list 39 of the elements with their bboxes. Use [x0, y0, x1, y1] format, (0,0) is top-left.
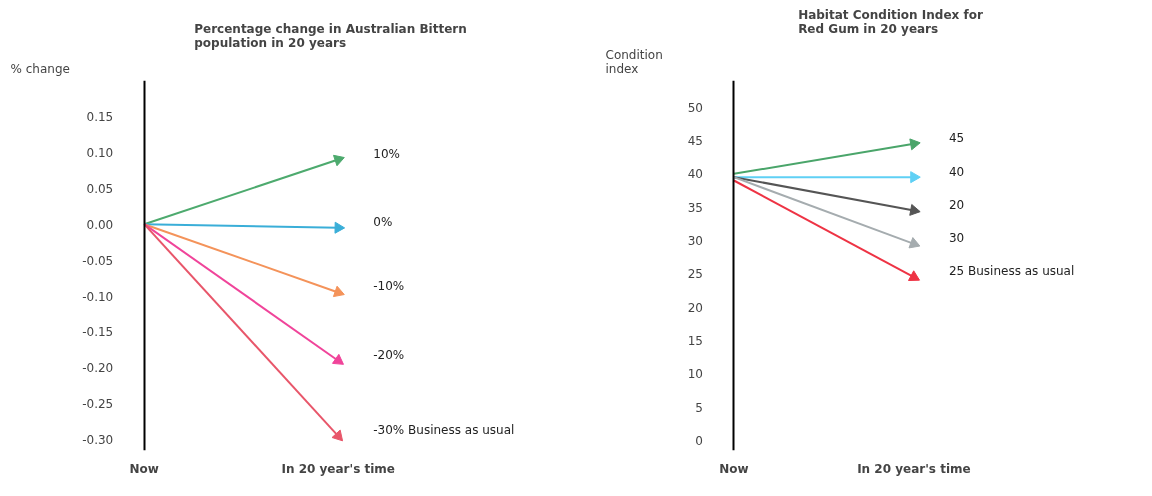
y-tick-label: 0.15 [86, 109, 114, 124]
y-tick-label: -0.05 [82, 253, 114, 268]
y-tick-label: 10 [687, 367, 703, 382]
y-tick-label: 30 [687, 234, 703, 248]
text: -20% [373, 347, 405, 362]
text: 10% [373, 146, 400, 161]
y-tick-label: -0.20 [82, 361, 114, 376]
y-tick-label: 25 [687, 267, 703, 282]
y-tick-label: 0 [695, 434, 703, 448]
y-tick-label: 0.05 [86, 181, 114, 196]
text: 30 [948, 231, 965, 246]
x-tick-label: Now [719, 461, 749, 476]
chart-title: Habitat Condition Index for Red Gum in 20 years [798, 7, 983, 36]
y-axis-title: Condition index [605, 47, 663, 76]
y-tick-label: 35 [687, 200, 703, 215]
text: 20 [948, 198, 965, 212]
y-tick-label: 15 [687, 334, 703, 348]
text: 0% [373, 214, 393, 229]
text: 25 Business as usual [948, 264, 1075, 279]
y-tick-label: -0.15 [82, 325, 114, 340]
y-tick-label: 0.00 [86, 217, 114, 232]
y-tick-label: 5 [695, 400, 703, 415]
y-tick-label: 50 [687, 100, 703, 115]
x-tick-label: Now [129, 461, 159, 476]
y-tick-label: -0.30 [82, 433, 114, 448]
y-tick-label: -0.25 [82, 397, 114, 412]
y-tick-label: 0.10 [86, 145, 114, 160]
text: -10% [373, 279, 405, 294]
x-tick-label: In 20 year's time [857, 461, 971, 476]
text: -30% Business as usual [373, 423, 515, 438]
y-tick-label: 45 [687, 134, 703, 148]
chart-title: Percentage change in Australian Bittern population in 20 years [194, 21, 467, 50]
y-tick-label: 40 [687, 167, 703, 182]
x-tick-label: In 20 year's time [281, 461, 396, 476]
y-tick-label: -0.10 [82, 289, 114, 304]
text: 40 [948, 164, 965, 179]
text: 45 [948, 131, 965, 146]
y-axis-title: % change [10, 61, 70, 76]
y-tick-label: 20 [687, 300, 703, 315]
